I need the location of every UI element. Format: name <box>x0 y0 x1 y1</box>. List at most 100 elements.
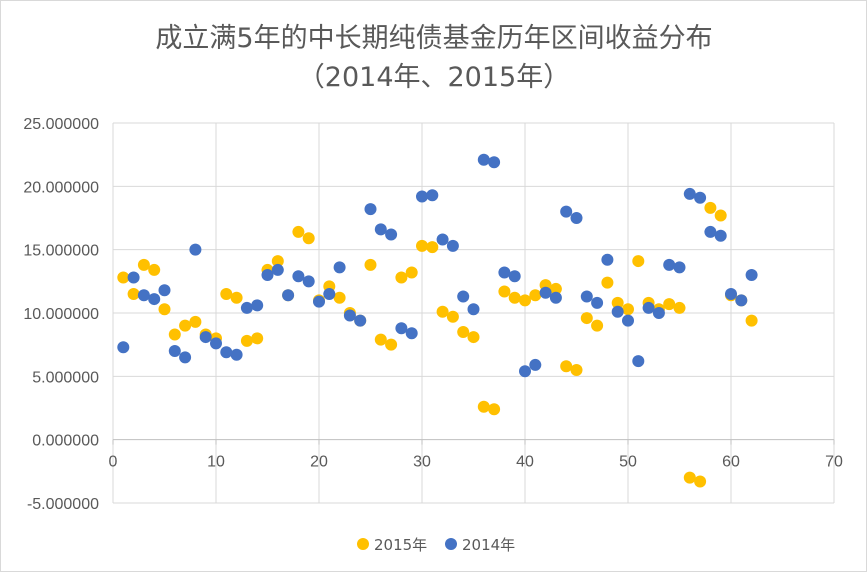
point-2014 <box>210 337 222 350</box>
point-2015 <box>240 334 253 347</box>
point-2014 <box>179 351 192 364</box>
point-2015 <box>416 239 428 252</box>
point-2014 <box>725 288 737 300</box>
point-2014 <box>395 322 408 335</box>
x-tick-label: 50 <box>619 454 637 471</box>
point-2014 <box>477 153 490 166</box>
point-2014 <box>704 225 717 238</box>
point-2015 <box>632 255 645 268</box>
point-2015 <box>127 288 140 300</box>
y-tick-label: 25.000000 <box>23 116 99 133</box>
x-tick-label: 20 <box>310 454 328 471</box>
point-2014 <box>385 228 398 241</box>
y-tick-label: 5.000000 <box>32 369 99 386</box>
point-2014 <box>364 203 377 216</box>
point-2014 <box>611 305 624 318</box>
point-2014 <box>529 358 542 371</box>
y-tick-label: -5.000000 <box>27 496 99 513</box>
point-2015 <box>745 314 758 327</box>
data-points <box>117 153 758 488</box>
point-2014 <box>446 239 459 252</box>
point-2015 <box>426 241 439 254</box>
point-2015 <box>560 360 573 373</box>
point-2015 <box>519 294 531 307</box>
point-2014 <box>240 301 253 314</box>
point-2014 <box>220 346 233 359</box>
y-tick-label: 10.000000 <box>23 306 99 323</box>
legend-marker <box>445 538 457 550</box>
point-2014 <box>261 269 274 281</box>
point-2014 <box>549 291 562 304</box>
point-2014 <box>323 288 336 300</box>
point-2015 <box>601 276 614 289</box>
point-2014 <box>230 348 243 361</box>
point-2015 <box>137 258 150 271</box>
point-2014 <box>694 191 707 204</box>
point-2015 <box>591 319 604 332</box>
point-2014 <box>745 269 758 281</box>
point-2014 <box>488 156 501 169</box>
point-2014 <box>632 355 645 368</box>
point-2014 <box>467 303 480 316</box>
point-2015 <box>683 471 696 484</box>
x-tick-label: 0 <box>109 454 118 471</box>
legend-label: 2015年 <box>374 536 427 554</box>
point-2014 <box>271 263 284 276</box>
point-2015 <box>230 291 243 304</box>
point-2014 <box>189 243 202 256</box>
point-2015 <box>189 315 202 328</box>
point-2014 <box>683 187 696 200</box>
point-2014 <box>137 289 150 302</box>
point-2014 <box>302 275 315 288</box>
point-2015 <box>673 301 686 314</box>
point-2014 <box>663 258 676 271</box>
point-2015 <box>292 225 305 238</box>
point-2015 <box>488 403 501 416</box>
chart-title: 成立满5年的中长期纯债基金历年区间收益分布 <box>155 23 712 54</box>
point-2014 <box>622 314 634 327</box>
point-2015 <box>168 328 181 341</box>
x-tick-label: 60 <box>722 454 740 471</box>
point-2015 <box>179 319 192 332</box>
point-2014 <box>714 229 727 242</box>
point-2015 <box>220 288 233 300</box>
point-2014 <box>642 301 655 314</box>
point-2014 <box>601 253 614 266</box>
point-2015 <box>467 331 480 344</box>
point-2014 <box>539 286 552 299</box>
point-2014 <box>251 299 264 312</box>
point-2015 <box>374 333 387 346</box>
point-2015 <box>622 303 634 316</box>
point-2015 <box>580 312 593 325</box>
point-2014 <box>426 189 439 202</box>
point-2015 <box>694 475 707 488</box>
y-tick-label: 15.000000 <box>23 243 99 260</box>
point-2014 <box>405 327 418 340</box>
point-2015 <box>405 266 418 279</box>
legend-marker <box>357 538 369 550</box>
point-2014 <box>580 290 593 303</box>
point-2014 <box>508 270 521 283</box>
point-2014 <box>333 261 346 274</box>
point-2015 <box>663 298 676 311</box>
point-2015 <box>549 282 562 295</box>
point-2014 <box>735 294 748 307</box>
point-2014 <box>416 190 428 203</box>
point-2014 <box>436 233 449 246</box>
point-2014 <box>199 331 212 344</box>
point-2015 <box>477 400 490 413</box>
point-2014 <box>570 212 583 224</box>
point-2014 <box>498 266 511 279</box>
point-2014 <box>591 296 604 309</box>
chart-subtitle: （2014年、2015年） <box>298 62 570 93</box>
y-tick-label: 0.000000 <box>32 433 99 450</box>
x-tick-label: 10 <box>207 454 225 471</box>
point-2015 <box>704 201 717 214</box>
point-2015 <box>508 291 521 304</box>
point-2015 <box>117 271 130 284</box>
point-2015 <box>611 296 624 309</box>
legend: 2015年 2014年 <box>357 536 515 554</box>
point-2014 <box>158 284 171 297</box>
